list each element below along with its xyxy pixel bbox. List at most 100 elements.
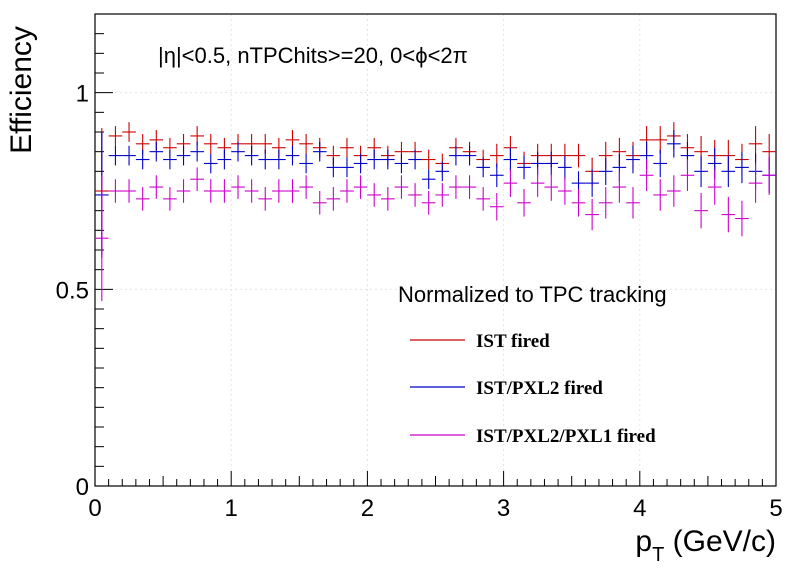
data-point (340, 179, 354, 203)
data-point (476, 187, 490, 211)
data-point (449, 175, 463, 199)
data-point (203, 179, 218, 203)
data-point (598, 157, 613, 186)
data-point (353, 153, 368, 174)
data-point (544, 151, 559, 176)
data-point (122, 145, 136, 166)
data-point (122, 179, 136, 203)
legend-entry: IST fired (410, 331, 550, 352)
data-point (748, 163, 763, 203)
data-point (394, 153, 409, 174)
data-point (721, 196, 736, 233)
data-point (203, 153, 218, 174)
data-point (421, 191, 436, 215)
data-point (190, 167, 204, 191)
data-point (408, 149, 422, 170)
data-point (203, 133, 218, 154)
x-tick-label: 1 (225, 495, 238, 522)
data-point (639, 159, 654, 191)
data-point (626, 187, 640, 219)
data-point (312, 191, 327, 215)
axis-ticks (94, 13, 777, 487)
data-point (122, 122, 136, 142)
x-tick-label: 4 (633, 495, 646, 522)
data-point (367, 183, 382, 207)
x-axis-title: pT (GeV/c) (635, 525, 776, 566)
data-point (367, 149, 382, 170)
data-point (285, 179, 300, 203)
data-point (626, 145, 640, 174)
tick-labels: 0 1 2 3 4 5 0 0.5 1 (56, 81, 783, 522)
legend: Normalized to TPC tracking IST fired IST/… (398, 282, 667, 447)
data-point (435, 161, 450, 182)
data-point (272, 149, 286, 170)
data-point (149, 175, 164, 199)
data-marks (95, 122, 776, 302)
data-point (489, 192, 504, 221)
data-point (707, 169, 722, 205)
data-point (108, 179, 123, 203)
data-point (190, 141, 204, 162)
data-point (762, 155, 776, 195)
data-point (462, 145, 477, 166)
data-point (571, 189, 586, 217)
data-point (258, 149, 273, 170)
data-point (244, 145, 259, 166)
data-point (435, 183, 450, 207)
data-point (163, 187, 177, 211)
data-point (449, 145, 463, 166)
x-axis-title-subscript: T (652, 544, 664, 566)
x-tick-label: 5 (769, 495, 782, 522)
data-point (217, 179, 232, 203)
data-point (421, 149, 436, 170)
data-point (558, 177, 572, 205)
data-point (721, 155, 736, 188)
data-point (381, 149, 395, 170)
data-point (176, 145, 191, 166)
data-point (299, 133, 313, 154)
legend-entry: IST/PXL2 fired (410, 378, 603, 399)
data-point (244, 179, 259, 203)
data-point (653, 126, 668, 154)
data-point (544, 173, 559, 201)
y-axis-title: Efficiency (5, 26, 38, 154)
data-point (135, 187, 150, 211)
data-point (653, 179, 668, 211)
data-point (231, 175, 245, 199)
data-point (571, 143, 586, 168)
data-point (299, 175, 313, 199)
data-point (108, 145, 123, 166)
data-point (272, 179, 286, 203)
data-point (176, 179, 191, 203)
data-point (694, 155, 708, 188)
cut-annotation: |η|<0.5, nTPChits>=20, 0<ϕ<2π (158, 43, 468, 68)
data-point (462, 175, 477, 199)
y-tick-label: 0 (76, 474, 89, 501)
data-point (517, 189, 531, 217)
data-point (489, 163, 504, 188)
data-point (231, 141, 245, 162)
data-point (585, 198, 599, 231)
data-point (285, 145, 300, 166)
data-point (476, 157, 490, 178)
data-point (598, 187, 613, 219)
data-point (653, 149, 668, 178)
data-point (503, 147, 518, 172)
data-point (530, 169, 545, 197)
data-point (217, 149, 232, 170)
legend-label: IST fired (476, 331, 550, 352)
legend-entries: IST fired IST/PXL2 fired IST/PXL2/PXL1 fir… (410, 331, 656, 447)
data-point (95, 175, 109, 302)
data-point (340, 157, 354, 178)
data-point (149, 141, 164, 162)
y-tick-label: 1 (76, 81, 89, 108)
data-point (135, 149, 150, 170)
series-2 (95, 130, 776, 258)
legend-label: IST/PXL2/PXL1 fired (476, 426, 656, 447)
x-axis-title-p: p (635, 525, 652, 558)
data-point (667, 175, 681, 207)
data-point (258, 187, 273, 211)
data-point (421, 169, 436, 190)
